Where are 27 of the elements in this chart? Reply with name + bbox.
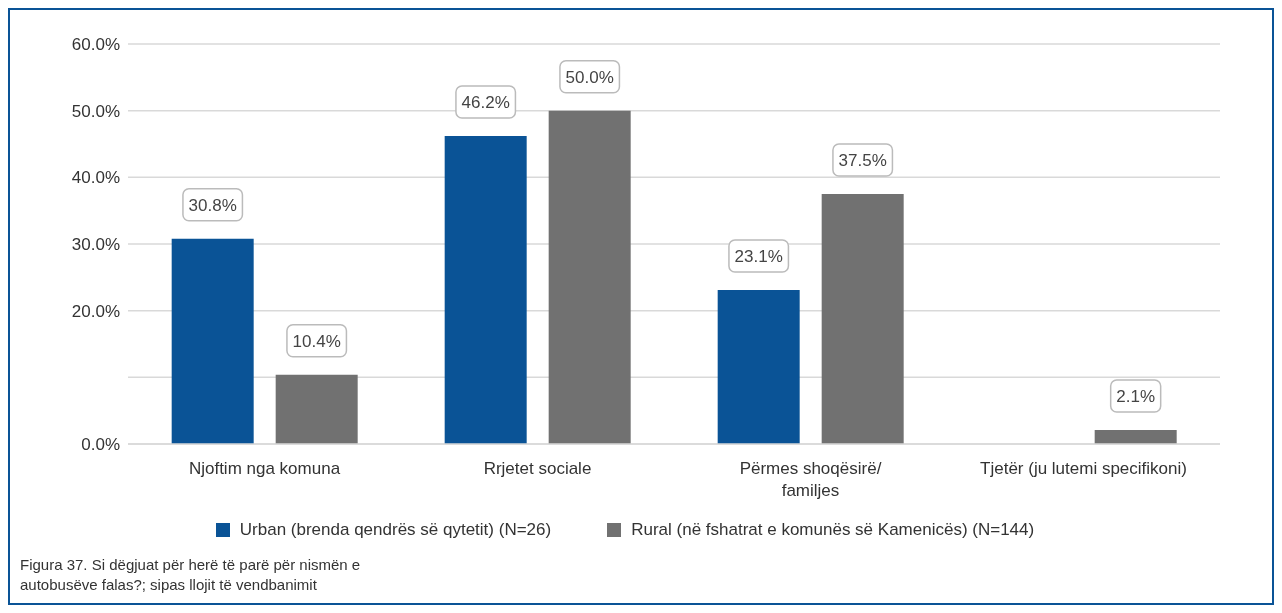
y-tick-label: 0.0% [81, 435, 120, 455]
bar [1094, 430, 1177, 444]
y-tick-label: 60.0% [71, 35, 120, 55]
data-label: 10.4% [292, 331, 341, 351]
data-label: 2.1% [1116, 387, 1156, 406]
bar [275, 374, 358, 444]
text: Figura 37. Si dëgjuat për herë të parë për nismën e autobusëve falas?; sipas llojit të vendbanimit [20, 555, 362, 595]
y-tick-label: 40.0% [71, 168, 120, 188]
data-label: 50.0% [565, 67, 614, 87]
y-tick-label: 50.0% [71, 101, 120, 121]
data-label: 23.1% [734, 247, 783, 266]
bar [444, 136, 527, 444]
legend-label: Urban (brenda qendrës së qytetit) (N=26) [238, 520, 552, 540]
x-tick-label: Rrjetet sociale [483, 459, 592, 478]
bar [171, 238, 254, 444]
bar [821, 194, 904, 444]
y-tick-label: 30.0% [71, 235, 120, 255]
legend-label: Rural (në fshatrat e komunës së Kamenicës) (N=144) [630, 520, 1035, 540]
data-label: 30.8% [188, 195, 237, 215]
data-label: 46.2% [461, 93, 510, 112]
data-label: 37.5% [838, 151, 887, 170]
bar [548, 110, 631, 444]
bar [717, 290, 800, 444]
x-tick-label: Përmes shoqësirë/ familjes [739, 459, 882, 500]
x-tick-label: Tjetër (ju lutemi specifikoni) [980, 459, 1187, 478]
x-tick-label: Njoftim nga komuna [188, 459, 341, 478]
y-tick-label: 20.0% [71, 301, 120, 321]
